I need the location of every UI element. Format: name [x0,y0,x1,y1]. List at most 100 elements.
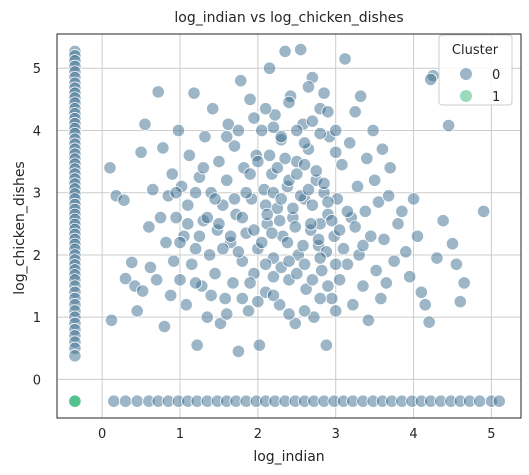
data-point-cluster-0 [376,143,388,155]
data-point-cluster-0 [322,196,334,208]
data-point-cluster-0 [312,233,324,245]
data-point-cluster-0 [291,124,303,136]
data-point-cluster-0 [182,199,194,211]
data-point-cluster-0 [266,227,278,239]
x-axis-label: log_indian [253,449,324,465]
data-point-cluster-0 [205,289,217,301]
data-point-cluster-0 [450,258,462,270]
data-point-cluster-0 [221,174,233,186]
data-point-cluster-0 [242,305,254,317]
data-point-cluster-0 [201,211,213,223]
data-point-cluster-0 [382,190,394,202]
data-point-cluster-0 [424,73,436,85]
x-tick-label: 4 [409,427,417,442]
data-point-cluster-0 [349,106,361,118]
data-point-cluster-0 [330,146,342,158]
data-point-cluster-0 [170,211,182,223]
data-point-cluster-0 [147,183,159,195]
data-point-cluster-0 [283,96,295,108]
data-point-cluster-0 [283,255,295,267]
data-point-cluster-0 [143,221,155,233]
data-point-cluster-0 [191,339,203,351]
data-point-cluster-0 [160,236,172,248]
data-point-cluster-0 [232,124,244,136]
data-point-cluster-0 [474,395,486,407]
data-point-cluster-0 [298,158,310,170]
data-point-cluster-0 [248,224,260,236]
data-point-cluster-0 [131,395,143,407]
data-point-cluster-0 [310,165,322,177]
data-point-cluster-0 [224,230,236,242]
data-point-cluster-0 [119,395,131,407]
data-point-cluster-0 [236,292,248,304]
data-point-cluster-0 [305,218,317,230]
data-point-cluster-0 [201,311,213,323]
data-point-cluster-0 [289,221,301,233]
data-point-cluster-0 [367,124,379,136]
data-point-cluster-0 [263,62,275,74]
data-point-cluster-0 [396,205,408,217]
data-point-cluster-0 [174,236,186,248]
data-point-cluster-0 [315,264,327,276]
data-point-cluster-0 [380,277,392,289]
data-point-cluster-0 [221,130,233,142]
data-point-cluster-0 [336,158,348,170]
data-point-cluster-0 [228,193,240,205]
data-point-cluster-0 [370,264,382,276]
data-point-cluster-0 [279,152,291,164]
data-point-cluster-0 [188,87,200,99]
data-point-cluster-0 [263,149,275,161]
y-tick-label: 4 [33,124,41,139]
data-point-cluster-0 [189,243,201,255]
data-point-cluster-0 [227,277,239,289]
data-point-cluster-0 [341,205,353,217]
data-point-cluster-0 [152,86,164,98]
data-point-cluster-0 [232,246,244,258]
data-point-cluster-0 [281,236,293,248]
data-point-cluster-0 [294,43,306,55]
data-point-cluster-0 [267,289,279,301]
data-point-cluster-0 [213,218,225,230]
data-point-cluster-0 [326,292,338,304]
data-point-cluster-0 [253,339,265,351]
data-point-cluster-0 [458,277,470,289]
data-point-cluster-0 [337,243,349,255]
data-point-cluster-0 [357,280,369,292]
data-point-cluster-0 [357,239,369,251]
data-point-cluster-0 [297,239,309,251]
data-point-cluster-0 [261,208,273,220]
data-point-cluster-0 [235,74,247,86]
x-tick-label: 1 [176,427,184,442]
data-point-cluster-0 [244,93,256,105]
data-point-cluster-0 [69,350,81,362]
data-point-cluster-0 [361,152,373,164]
data-point-cluster-0 [407,193,419,205]
data-point-cluster-0 [203,249,215,261]
data-point-cluster-0 [252,155,264,167]
data-point-cluster-0 [314,292,326,304]
data-point-cluster-0 [333,224,345,236]
data-point-cluster-0 [209,267,221,279]
data-point-cluster-0 [298,137,310,149]
data-point-cluster-0 [339,53,351,65]
data-point-cluster-0 [388,255,400,267]
data-point-cluster-0 [150,274,162,286]
data-point-cluster-0 [244,277,256,289]
data-point-cluster-0 [279,45,291,57]
legend-label-cluster-0: 0 [492,68,500,83]
data-point-cluster-0 [341,258,353,270]
x-tick-label: 0 [98,427,106,442]
data-point-cluster-0 [236,211,248,223]
data-point-cluster-0 [302,81,314,93]
data-point-cluster-0 [217,243,229,255]
legend-label-cluster-1: 1 [492,90,500,105]
data-point-cluster-0 [375,292,387,304]
data-point-cluster-0 [415,286,427,298]
y-tick-label: 1 [33,311,41,326]
data-point-cluster-0 [166,168,178,180]
data-point-cluster-0 [344,137,356,149]
y-tick-label: 2 [33,249,41,264]
data-point-cluster-0 [219,292,231,304]
data-point-cluster-0 [368,174,380,186]
